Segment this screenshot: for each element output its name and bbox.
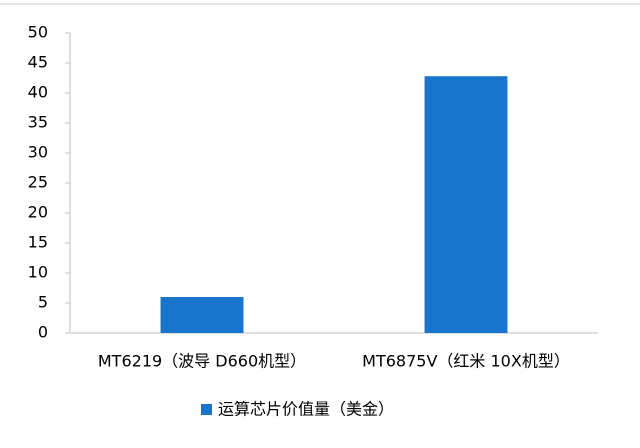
- bar: [424, 76, 508, 333]
- y-tick-label: 20: [28, 203, 48, 222]
- x-tick-label: MT6875V（红米 10X机型）: [362, 352, 570, 371]
- y-tick-label: 45: [28, 53, 48, 72]
- y-tick-label: 35: [28, 113, 48, 132]
- y-tick-label: 40: [28, 83, 48, 102]
- y-tick-label: 0: [38, 323, 48, 342]
- y-tick-label: 25: [28, 173, 48, 192]
- y-tick-label: 10: [28, 263, 48, 282]
- y-tick-label: 15: [28, 233, 48, 252]
- y-tick-label: 50: [28, 23, 48, 42]
- legend-swatch: [201, 404, 212, 415]
- y-tick-label: 30: [28, 143, 48, 162]
- bar: [160, 297, 244, 333]
- y-tick-label: 5: [38, 293, 48, 312]
- legend-label: 运算芯片价值量（美金）: [218, 400, 394, 419]
- x-tick-label: MT6219（波导 D660机型）: [98, 352, 306, 371]
